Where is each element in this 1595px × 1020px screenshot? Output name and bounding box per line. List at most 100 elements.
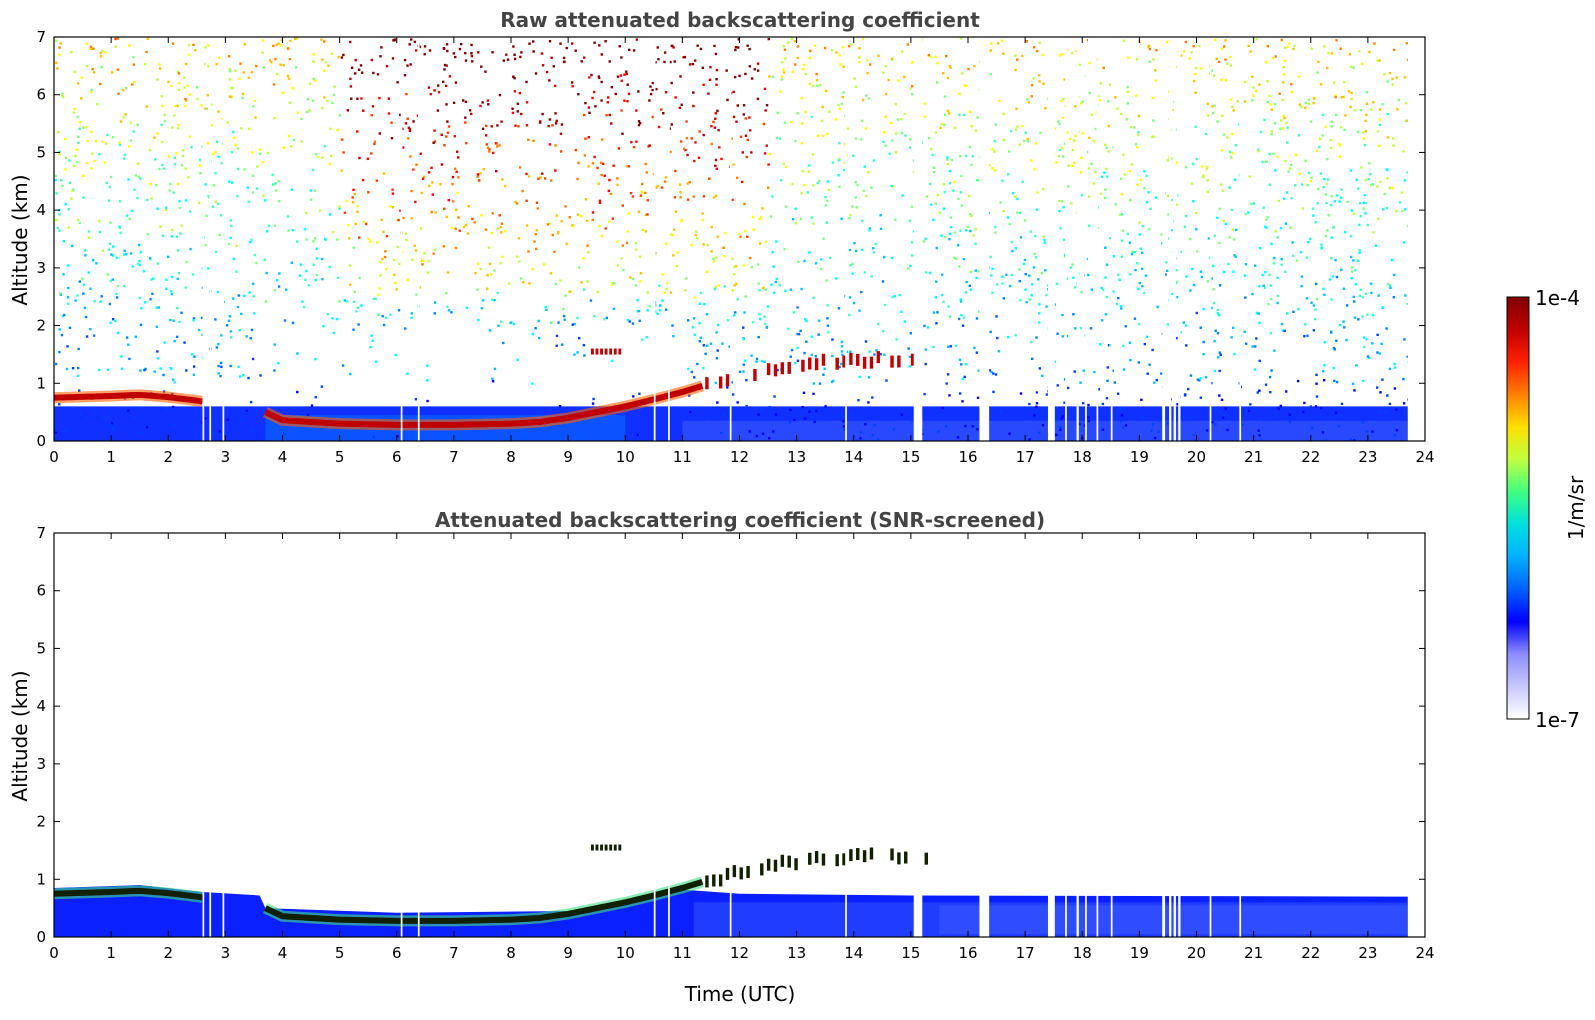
noise-pixel xyxy=(421,263,424,266)
noise-pixel xyxy=(636,433,639,437)
noise-pixel xyxy=(414,249,418,252)
noise-pixel xyxy=(924,271,928,274)
noise-pixel xyxy=(1279,404,1282,408)
noise-pixel xyxy=(262,66,266,69)
noise-pixel xyxy=(799,217,803,221)
noise-pixel xyxy=(1081,100,1085,103)
noise-pixel xyxy=(550,56,553,60)
noise-pixel xyxy=(1281,127,1285,130)
noise-pixel xyxy=(1099,343,1102,346)
noise-pixel xyxy=(1355,364,1358,367)
noise-pixel xyxy=(477,318,480,322)
noise-pixel xyxy=(102,416,105,419)
noise-pixel xyxy=(716,349,719,352)
noise-pixel xyxy=(79,412,82,416)
noise-pixel xyxy=(684,277,688,280)
noise-pixel xyxy=(1320,243,1323,246)
noise-pixel xyxy=(420,191,423,195)
noise-pixel xyxy=(149,182,152,186)
noise-pixel xyxy=(323,96,326,99)
noise-pixel xyxy=(796,346,799,350)
noise-pixel xyxy=(826,304,829,307)
noise-pixel xyxy=(384,250,387,253)
noise-pixel xyxy=(429,92,432,96)
noise-pixel xyxy=(838,53,841,57)
noise-pixel xyxy=(1185,165,1188,169)
noise-pixel xyxy=(1269,103,1272,106)
noise-pixel xyxy=(793,418,796,422)
cloud-dash xyxy=(842,355,846,368)
noise-pixel xyxy=(1087,416,1090,419)
noise-pixel xyxy=(1221,189,1225,192)
noise-pixel xyxy=(934,131,938,134)
noise-pixel xyxy=(875,349,878,352)
noise-pixel xyxy=(328,265,331,269)
noise-pixel xyxy=(956,244,960,247)
noise-pixel xyxy=(142,270,146,273)
noise-pixel xyxy=(228,70,232,73)
noise-pixel xyxy=(199,172,202,175)
noise-pixel xyxy=(673,60,676,63)
noise-pixel xyxy=(1378,108,1382,111)
noise-pixel xyxy=(370,114,373,117)
noise-pixel xyxy=(1116,107,1119,110)
noise-pixel xyxy=(253,99,257,103)
noise-pixel xyxy=(405,92,408,96)
noise-pixel xyxy=(211,205,215,208)
noise-pixel xyxy=(518,166,522,169)
noise-pixel xyxy=(1216,308,1220,312)
noise-pixel xyxy=(1137,114,1141,118)
noise-pixel xyxy=(685,120,688,123)
noise-pixel xyxy=(380,218,383,222)
noise-pixel xyxy=(171,275,174,279)
noise-pixel xyxy=(1093,370,1096,374)
noise-pixel xyxy=(164,208,168,212)
y-tick-label: 1 xyxy=(36,374,46,392)
noise-pixel xyxy=(454,81,458,84)
noise-pixel xyxy=(1319,83,1323,86)
noise-pixel xyxy=(697,156,701,159)
noise-pixel xyxy=(140,307,143,310)
noise-pixel xyxy=(346,109,350,112)
noise-pixel xyxy=(865,94,868,97)
noise-pixel xyxy=(1036,191,1039,194)
noise-pixel xyxy=(481,101,484,104)
noise-pixel xyxy=(863,165,866,168)
noise-pixel xyxy=(300,117,303,120)
cloud-dash xyxy=(725,374,730,387)
noise-pixel xyxy=(800,141,804,145)
noise-pixel xyxy=(553,250,556,253)
noise-pixel xyxy=(1268,94,1271,98)
noise-pixel xyxy=(640,182,644,186)
noise-pixel xyxy=(1237,123,1241,126)
noise-pixel xyxy=(1328,278,1332,281)
noise-pixel xyxy=(1118,407,1122,410)
noise-pixel xyxy=(1030,283,1034,286)
noise-pixel xyxy=(1014,68,1017,72)
noise-pixel xyxy=(948,237,951,241)
noise-pixel xyxy=(1258,389,1261,392)
noise-pixel xyxy=(1349,65,1353,68)
noise-pixel xyxy=(851,205,854,208)
noise-pixel xyxy=(144,367,147,371)
noise-pixel xyxy=(457,156,460,159)
noise-pixel xyxy=(1202,174,1205,177)
noise-pixel xyxy=(960,314,963,317)
noise-pixel xyxy=(1304,101,1307,105)
noise-pixel xyxy=(1272,152,1275,155)
noise-pixel xyxy=(1368,356,1371,360)
noise-pixel xyxy=(1281,98,1284,102)
noise-pixel xyxy=(1307,171,1311,175)
noise-pixel xyxy=(1170,157,1173,160)
noise-pixel xyxy=(1340,268,1343,271)
noise-pixel xyxy=(626,318,630,322)
noise-pixel xyxy=(799,329,802,333)
noise-pixel xyxy=(551,124,554,127)
noise-pixel xyxy=(696,44,699,47)
noise-pixel xyxy=(737,46,740,49)
noise-pixel xyxy=(175,152,178,155)
noise-pixel xyxy=(958,392,962,395)
colorbar-min-label: 1e-7 xyxy=(1535,708,1580,732)
noise-pixel xyxy=(119,120,123,123)
x-tick-label: 1 xyxy=(106,448,116,466)
